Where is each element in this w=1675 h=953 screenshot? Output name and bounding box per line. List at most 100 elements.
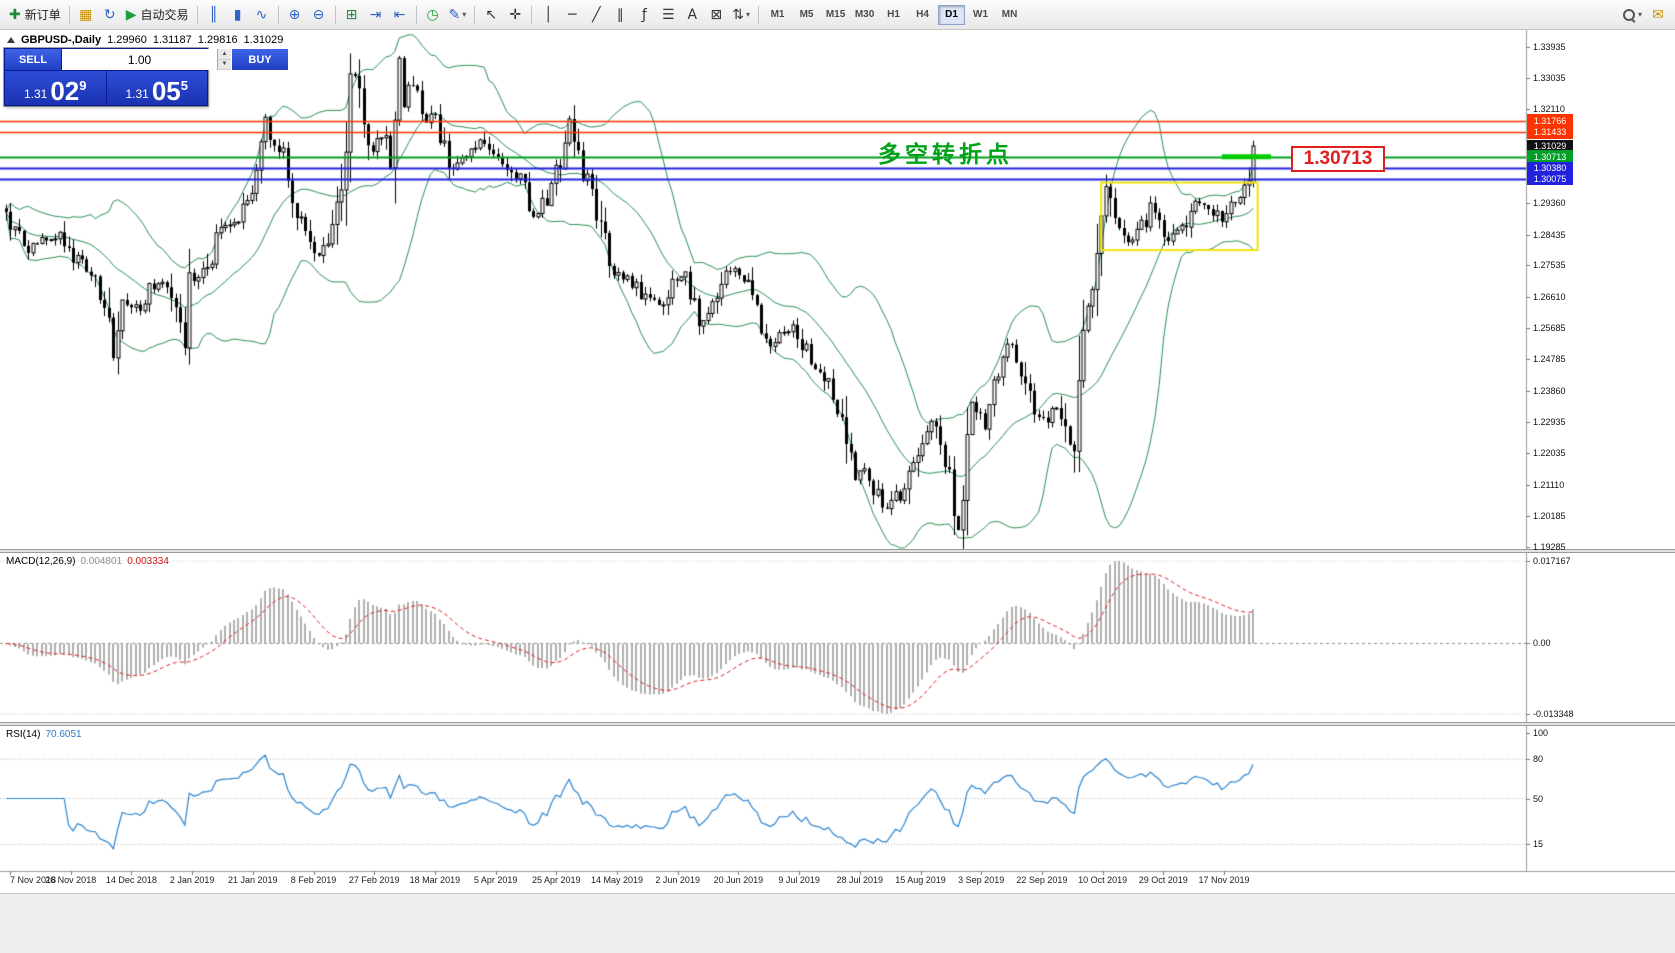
- shapes-icon[interactable]: ☰: [656, 3, 680, 27]
- line-chart-icon[interactable]: ∿: [250, 3, 274, 27]
- bar-chart-icon: ║: [209, 6, 218, 23]
- zoom-out-icon[interactable]: ⊖: [307, 3, 331, 27]
- ohlc-high: 1.31187: [152, 34, 192, 46]
- chart-symbol-header: GBPUSD-,Daily 1.29960 1.31187 1.29816 1.…: [7, 34, 283, 46]
- new-order-button-label: 新订单: [24, 8, 61, 22]
- tile-windows-icon: ⊞: [345, 6, 358, 23]
- arrows-icon[interactable]: ⇅ ▾: [728, 3, 754, 27]
- toolbar-separator: [277, 5, 279, 24]
- ohlc-close: 1.31029: [243, 34, 284, 46]
- buy-button[interactable]: BUY: [232, 49, 288, 70]
- autotrade-button-label: 自动交易: [140, 8, 189, 22]
- zoom-in-icon[interactable]: ⊕: [283, 3, 307, 27]
- auto-scroll-icon: ⇥: [369, 6, 382, 23]
- fibonacci-icon: ƒ: [641, 6, 647, 23]
- trendline-icon[interactable]: ╱: [584, 3, 608, 27]
- chart-shift-icon[interactable]: ⇤: [388, 3, 412, 27]
- buy-price-big: 05: [151, 76, 181, 106]
- timeframe-m30-button[interactable]: M30: [854, 9, 875, 20]
- auto-scroll-icon[interactable]: ⇥: [364, 3, 388, 27]
- macd-panel-separator[interactable]: [0, 549, 1675, 553]
- macd-name: MACD(12,26,9): [6, 556, 76, 567]
- refresh-icon: ↻: [103, 6, 116, 23]
- timeframe-w1-button[interactable]: W1: [973, 9, 989, 20]
- toolbar-separator: [758, 5, 760, 24]
- vertical-line-icon[interactable]: │: [536, 3, 560, 27]
- templates-icon[interactable]: ✎ ▾: [445, 3, 471, 27]
- cursor-icon[interactable]: ↖: [479, 3, 503, 27]
- profiles-icon[interactable]: ▦: [74, 3, 98, 27]
- equidistant-channel-icon[interactable]: ∥: [608, 3, 632, 27]
- refresh-icon[interactable]: ↻: [98, 3, 122, 27]
- tile-windows-icon[interactable]: ⊞: [340, 3, 364, 27]
- candlestick-chart-icon[interactable]: ▮: [226, 3, 250, 27]
- search-icon: [1622, 8, 1636, 22]
- timeframe-m15-button[interactable]: M15: [825, 9, 846, 20]
- timeframe-m5-button[interactable]: M5: [799, 9, 814, 20]
- search-button[interactable]: ▾: [1618, 3, 1646, 27]
- ohlc-open: 1.29960: [107, 34, 147, 46]
- crosshair-icon[interactable]: ✛: [503, 3, 527, 27]
- rsi-value: 70.6051: [45, 729, 82, 740]
- timeframe-mn-button[interactable]: MN: [1001, 9, 1018, 20]
- clock-icon[interactable]: ◷: [421, 3, 445, 27]
- macd-signal-value: 0.003334: [127, 556, 169, 567]
- toolbar-separator: [415, 5, 417, 24]
- equidistant-channel-icon: ∥: [616, 6, 624, 23]
- timeframe-h4-button[interactable]: H4: [916, 9, 929, 20]
- sell-price-display[interactable]: 1.31 02 9: [5, 71, 106, 105]
- toolbar-separator: [474, 5, 476, 24]
- chart-canvas[interactable]: [0, 0, 1675, 893]
- toolbar-separator: [196, 5, 198, 24]
- window-footer: [0, 893, 1675, 953]
- text-label-icon[interactable]: ⊠: [704, 3, 728, 27]
- toolbar-separator: [531, 5, 533, 24]
- new-order-icon: ✚: [9, 6, 21, 23]
- chevron-down-icon: ▾: [746, 10, 751, 19]
- price-tag-annotation[interactable]: 1.30713: [1291, 146, 1385, 172]
- text-icon: A: [687, 6, 698, 23]
- sell-price-prefix: 1.31: [23, 87, 48, 101]
- autotrade-button[interactable]: ▶ 自动交易: [122, 3, 193, 27]
- profiles-icon: ▦: [79, 6, 93, 23]
- chevron-down-icon: ▾: [1637, 10, 1642, 19]
- mail-icon: ✉: [1652, 6, 1664, 23]
- crosshair-icon: ✛: [509, 6, 522, 23]
- zoom-out-icon: ⊖: [312, 6, 325, 23]
- toolbar: ✚ 新订单 ▦ ↻ ▶ 自动交易 ║ ▮ ∿ ⊕ ⊖ ⊞ ⇥ ⇤ ◷ ✎ ▾ ↖ ✛ │ ─ ╱ ∥ ƒ ☰ A ⊠ ⇅ ▾ M1 M5 M…: [0, 0, 1675, 30]
- timeframe-h1-button[interactable]: H1: [887, 9, 900, 20]
- volume-spinner: ▲ ▼: [217, 49, 231, 70]
- horizontal-line-icon: ─: [568, 6, 577, 23]
- shapes-icon: ☰: [662, 6, 675, 23]
- arrows-icon: ⇅: [732, 6, 745, 23]
- volume-decrease-button[interactable]: ▼: [218, 59, 231, 70]
- new-order-button[interactable]: ✚ 新订单: [5, 3, 65, 27]
- one-click-toggle-icon[interactable]: [7, 37, 15, 43]
- timeframe-d1-button[interactable]: D1: [938, 4, 966, 25]
- autotrade-play-icon: ▶: [125, 6, 137, 23]
- volume-increase-button[interactable]: ▲: [218, 49, 231, 60]
- mail-button[interactable]: ✉: [1646, 3, 1670, 27]
- toolbar-separator: [334, 5, 336, 24]
- sell-price-big: 02: [50, 76, 80, 106]
- sell-button[interactable]: SELL: [5, 49, 61, 70]
- buy-price-prefix: 1.31: [125, 87, 149, 101]
- chart-shift-icon: ⇤: [393, 6, 406, 23]
- vertical-line-icon: │: [544, 6, 553, 23]
- buy-price-display[interactable]: 1.31 05 5: [106, 71, 207, 106]
- turning-point-annotation[interactable]: 多空转折点: [878, 141, 1013, 167]
- volume-input[interactable]: [62, 49, 217, 70]
- chevron-down-icon: ▾: [462, 10, 467, 19]
- symbol-name: GBPUSD-,Daily: [21, 34, 102, 46]
- bar-chart-icon[interactable]: ║: [202, 3, 226, 27]
- fibonacci-icon[interactable]: ƒ: [632, 3, 656, 27]
- toolbar-buttons: ✚ 新订单 ▦ ↻ ▶ 自动交易 ║ ▮ ∿ ⊕ ⊖ ⊞ ⇥ ⇤ ◷ ✎ ▾ ↖ ✛ │ ─ ╱ ∥ ƒ ☰ A ⊠ ⇅ ▾: [5, 3, 754, 27]
- timeframe-m1-button[interactable]: M1: [770, 9, 785, 20]
- rsi-label: RSI(14) 70.6051: [6, 729, 82, 740]
- text-icon[interactable]: A: [680, 3, 704, 27]
- horizontal-line-icon[interactable]: ─: [560, 3, 584, 27]
- timeframe-toolbar: M1 M5 M15 M30 H1 H4 D1 W1 MN: [763, 4, 1024, 25]
- rsi-name: RSI(14): [6, 729, 41, 740]
- rsi-panel-separator[interactable]: [0, 722, 1675, 726]
- one-click-trading-panel: SELL ▲ ▼ BUY 1.31 02 9 1.31 05 5: [4, 48, 288, 106]
